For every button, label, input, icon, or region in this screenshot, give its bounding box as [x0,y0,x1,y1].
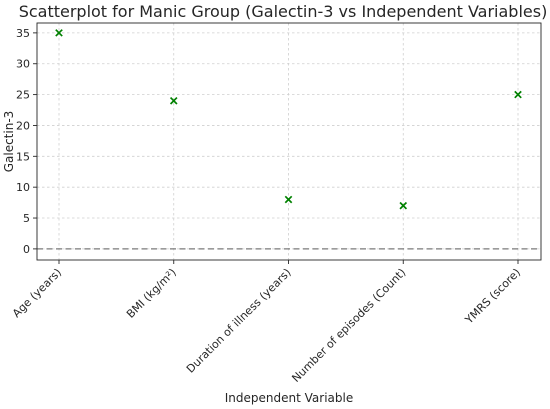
data-point [169,96,178,105]
data-point [55,29,63,37]
y-tick-label: 5 [23,212,30,225]
x-tick-label: Duration of illness (years) [184,266,294,376]
y-tick-label: 15 [16,150,30,163]
data-points [55,29,522,210]
data-point [399,201,408,210]
x-tick-label: BMI (kg/m²) [124,266,179,321]
x-tick-label: YMRS (score) [462,266,523,327]
x-axis-ticks: Age (years) BMI (kg/m²) Duration of illnes… [10,260,523,385]
y-axis-ticks: 0 5 10 15 20 25 30 35 [16,27,37,256]
chart-title: Scatterplot for Manic Group (Galectin-3 … [19,2,548,21]
grid-lines [37,23,541,260]
data-point [284,195,293,204]
y-tick-label: 35 [16,27,30,40]
y-tick-label: 0 [23,243,30,256]
x-tick-label: Age (years) [10,266,64,320]
x-axis-label: Independent Variable [225,391,353,405]
data-point [514,90,522,99]
y-tick-label: 25 [16,89,30,102]
y-tick-label: 10 [16,181,30,194]
y-axis-label: Galectin-3 [2,111,16,173]
y-tick-label: 30 [16,58,30,71]
y-tick-label: 20 [16,119,30,132]
x-tick-label: Number of episodes (Count) [289,266,408,385]
plot-frame [36,22,542,261]
